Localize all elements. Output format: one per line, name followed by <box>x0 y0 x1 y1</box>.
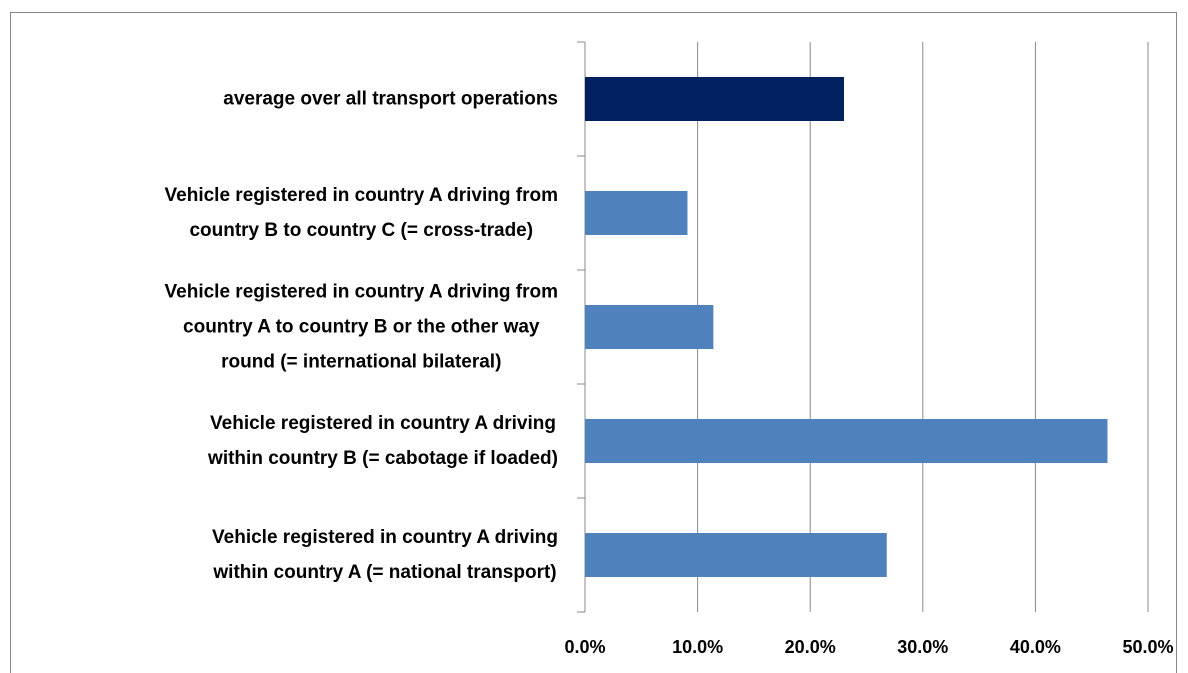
bar <box>585 533 887 577</box>
chart-border <box>10 12 1177 673</box>
category-label: Vehicle registered in country A driving … <box>208 413 558 469</box>
bar <box>585 77 844 121</box>
x-tick-label: 0.0% <box>564 637 605 657</box>
category-label: Vehicle registered in country A driving … <box>164 281 558 373</box>
x-tick-label: 10.0% <box>672 637 723 657</box>
bar <box>585 191 688 235</box>
x-tick-label: 40.0% <box>1010 637 1061 657</box>
x-tick-label: 30.0% <box>897 637 948 657</box>
category-label: Vehicle registered in country A driving … <box>212 527 558 583</box>
bar <box>585 419 1108 463</box>
category-label: Vehicle registered in country A driving … <box>164 185 558 241</box>
x-tick-label: 20.0% <box>785 637 836 657</box>
bar <box>585 305 714 349</box>
category-label: average over all transport operations <box>223 88 558 110</box>
x-tick-label: 50.0% <box>1122 637 1173 657</box>
